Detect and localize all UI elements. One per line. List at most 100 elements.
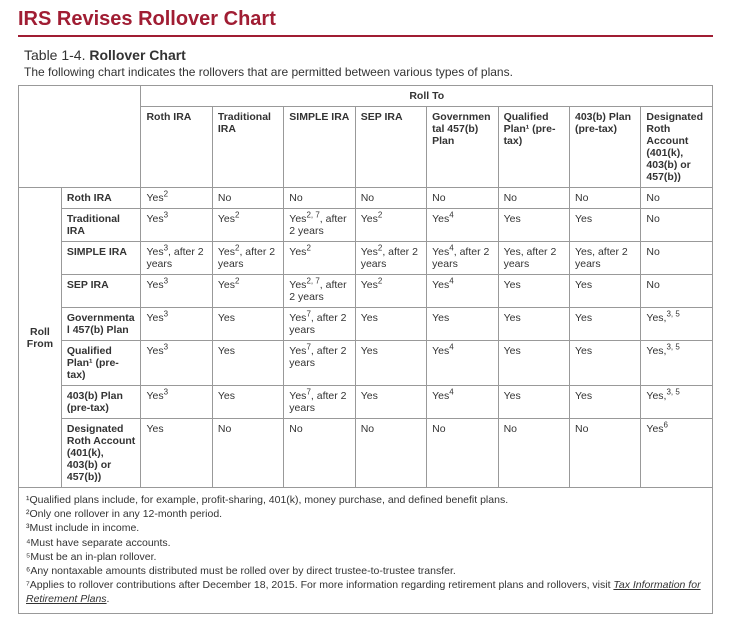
cell: Yes,3, 5 (641, 386, 713, 419)
cell: Yes3 (141, 341, 212, 386)
cell: Yes2 (212, 209, 283, 242)
table-row: Roll FromRoth IRAYes2NoNoNoNoNoNoNo (19, 188, 713, 209)
col-header: SIMPLE IRA (284, 107, 355, 188)
cell: Yes4 (427, 341, 498, 386)
cell: No (641, 188, 713, 209)
cell: No (569, 188, 640, 209)
col-header: Designated Roth Account (401(k), 403(b) … (641, 107, 713, 188)
cell: Yes (355, 386, 426, 419)
col-header: Qualified Plan¹ (pre-tax) (498, 107, 569, 188)
footnote-ref: 3 (164, 211, 168, 220)
footnote-line: ⁷Applies to rollover contributions after… (26, 578, 705, 606)
table-row: Designated Roth Account (401(k), 403(b) … (19, 419, 713, 488)
cell: Yes (141, 419, 212, 488)
footnote-ref: 3, 5 (666, 388, 679, 397)
cell: Yes2, after 2 years (355, 242, 426, 275)
cell: Yes6 (641, 419, 713, 488)
cell: Yes2 (355, 275, 426, 308)
footnote-ref: 2 (164, 190, 168, 199)
footnote-line: ²Only one rollover in any 12-month perio… (26, 507, 705, 521)
cell: Yes (498, 209, 569, 242)
footnote-ref: 2 (235, 277, 239, 286)
footnote-ref: 2 (378, 244, 382, 253)
footnote-line: ⁵Must be an in-plan rollover. (26, 550, 705, 564)
footnote-ref: 2 (306, 244, 310, 253)
cell: Yes (569, 386, 640, 419)
cell: Yes4 (427, 386, 498, 419)
footnote-ref: 2 (235, 244, 239, 253)
table-row: Governmental 457(b) PlanYes3YesYes7, aft… (19, 308, 713, 341)
row-header: Qualified Plan¹ (pre-tax) (61, 341, 141, 386)
cell: Yes,3, 5 (641, 341, 713, 386)
cell: Yes2 (141, 188, 212, 209)
footnote-ref: 7 (306, 310, 310, 319)
roll-from-header: Roll From (19, 188, 62, 488)
cell: No (284, 419, 355, 488)
cell: Yes3 (141, 275, 212, 308)
cell: No (641, 242, 713, 275)
corner-cell (19, 86, 141, 188)
intro-text: The following chart indicates the rollov… (24, 65, 707, 79)
cell: Yes (427, 308, 498, 341)
cell: Yes3 (141, 209, 212, 242)
footnote-ref: 4 (449, 211, 453, 220)
cell: Yes,3, 5 (641, 308, 713, 341)
cell: Yes, after 2 years (498, 242, 569, 275)
cell: Yes7, after 2 years (284, 308, 355, 341)
footnote-ref: 3 (164, 277, 168, 286)
cell: Yes2 (212, 275, 283, 308)
cell: Yes7, after 2 years (284, 386, 355, 419)
cell: Yes (498, 308, 569, 341)
cell: No (355, 419, 426, 488)
cell: Yes4 (427, 275, 498, 308)
cell: Yes3 (141, 386, 212, 419)
cell: Yes (212, 308, 283, 341)
cell: Yes4, after 2 years (427, 242, 498, 275)
col-header: Roth IRA (141, 107, 212, 188)
footnotes: ¹Qualified plans include, for example, p… (18, 488, 713, 614)
footnote-ref: 4 (449, 388, 453, 397)
cell: No (641, 209, 713, 242)
cell: Yes2, 7, after 2 years (284, 275, 355, 308)
footnote-ref: 2 (378, 211, 382, 220)
cell: Yes2, 7, after 2 years (284, 209, 355, 242)
table-head: Roll To Roth IRATraditional IRASIMPLE IR… (19, 86, 713, 188)
table-name: Rollover Chart (89, 47, 185, 63)
col-header: Traditional IRA (212, 107, 283, 188)
cell: Yes (498, 341, 569, 386)
cell: Yes2, after 2 years (212, 242, 283, 275)
cell: No (212, 419, 283, 488)
footnote-line: ⁴Must have separate accounts. (26, 536, 705, 550)
title-bar: IRS Revises Rollover Chart (18, 8, 713, 37)
cell: Yes (569, 209, 640, 242)
footnote-ref: 2 (378, 277, 382, 286)
table-row: SIMPLE IRAYes3, after 2 yearsYes2, after… (19, 242, 713, 275)
cell: Yes (569, 341, 640, 386)
cell: No (355, 188, 426, 209)
row-header: Designated Roth Account (401(k), 403(b) … (61, 419, 141, 488)
row-header: Traditional IRA (61, 209, 141, 242)
table-label: Table 1-4. Rollover Chart (24, 47, 707, 63)
col-header: Governmental 457(b) Plan (427, 107, 498, 188)
table-row: 403(b) Plan (pre-tax)Yes3YesYes7, after … (19, 386, 713, 419)
footnote-ref: 6 (664, 421, 668, 430)
cell: No (641, 275, 713, 308)
cell: No (212, 188, 283, 209)
cell: Yes (355, 341, 426, 386)
cell: Yes (212, 386, 283, 419)
table-row: SEP IRAYes3Yes2Yes2, 7, after 2 yearsYes… (19, 275, 713, 308)
footnote-link[interactable]: Tax Information for Retirement Plans (26, 579, 701, 605)
row-header: Roth IRA (61, 188, 141, 209)
cell: Yes2 (355, 209, 426, 242)
page-container: IRS Revises Rollover Chart Table 1-4. Ro… (0, 0, 731, 628)
cell: No (427, 419, 498, 488)
cell: No (498, 188, 569, 209)
footnote-ref: 3 (164, 244, 168, 253)
cell: No (427, 188, 498, 209)
footnote-ref: 2, 7 (306, 211, 319, 220)
cell: No (569, 419, 640, 488)
table-body: Roll FromRoth IRAYes2NoNoNoNoNoNoNoTradi… (19, 188, 713, 488)
footnote-ref: 3, 5 (666, 343, 679, 352)
footnote-ref: 3 (164, 310, 168, 319)
cell: Yes (498, 275, 569, 308)
